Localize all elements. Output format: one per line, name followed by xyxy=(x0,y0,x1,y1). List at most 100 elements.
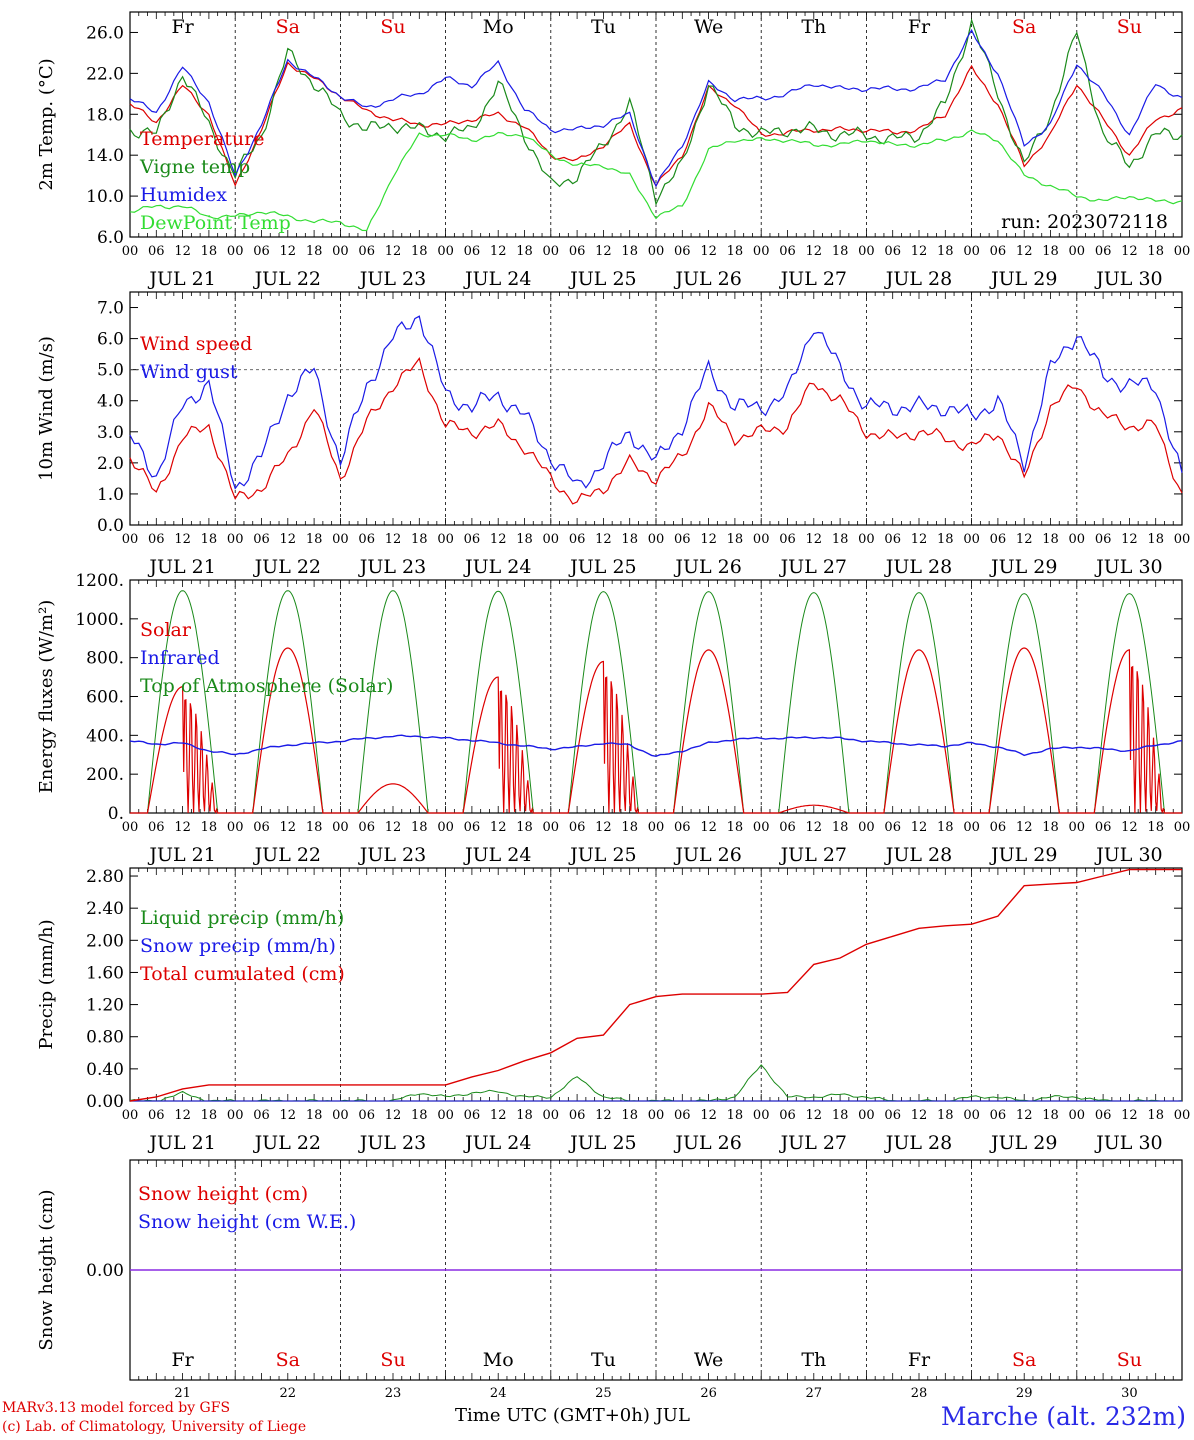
hour-tick-label: 18 xyxy=(937,532,954,547)
lab-credit: (c) Lab. of Climatology, University of L… xyxy=(2,1419,307,1435)
hour-tick-label: 06 xyxy=(569,244,586,259)
weekday-label: Sa xyxy=(1012,16,1036,38)
hour-tick-label: 00 xyxy=(227,244,244,259)
hour-tick-label: 12 xyxy=(385,244,402,259)
hour-tick-label: 12 xyxy=(1016,1108,1033,1123)
hour-tick-label: 06 xyxy=(884,532,901,547)
hour-tick-label: 12 xyxy=(806,244,823,259)
hour-tick-label: 00 xyxy=(122,532,139,547)
hour-tick-label: 00 xyxy=(332,532,349,547)
hour-tick-label: 12 xyxy=(490,532,507,547)
y-tick-label: 600. xyxy=(86,688,124,708)
legend-entry: Top of Atmosphere (Solar) xyxy=(140,675,393,697)
hour-tick-label: 12 xyxy=(280,532,297,547)
date-label: JUL 24 xyxy=(463,844,531,866)
y-tick-label: 2.00 xyxy=(86,931,124,951)
solar-line xyxy=(550,660,656,814)
hour-tick-label: 12 xyxy=(595,820,612,835)
hour-tick-label: 18 xyxy=(937,244,954,259)
hour-tick-label: 18 xyxy=(306,1108,323,1123)
hour-tick-label: 12 xyxy=(1121,244,1138,259)
hour-tick-label: 00 xyxy=(1174,244,1191,259)
y-tick-label: 1.0 xyxy=(97,485,124,505)
date-label: JUL 22 xyxy=(253,556,321,578)
hour-tick-label: 00 xyxy=(543,244,560,259)
toa-solar-line xyxy=(866,592,972,814)
legend-entry: Liquid precip (mm/h) xyxy=(140,907,344,929)
hour-tick-label: 00 xyxy=(753,244,770,259)
weekday-label-bottom: Sa xyxy=(276,1349,300,1371)
day-number: 30 xyxy=(1121,1386,1138,1400)
hour-tick-label: 00 xyxy=(332,1108,349,1123)
weekday-label-bottom: Th xyxy=(801,1349,826,1371)
y-tick-label: 2.40 xyxy=(86,899,124,919)
hour-tick-label: 12 xyxy=(174,1108,191,1123)
hour-tick-label: 06 xyxy=(464,1108,481,1123)
hour-tick-label: 06 xyxy=(779,1108,796,1123)
legend-entry: Humidex xyxy=(140,184,227,206)
date-label: JUL 29 xyxy=(989,1132,1057,1154)
hour-tick-label: 00 xyxy=(963,532,980,547)
y-tick-label: 10.0 xyxy=(86,187,124,207)
total-cumulated-line xyxy=(129,868,1182,1102)
y-tick-label: 0.00 xyxy=(86,1261,124,1281)
hour-tick-label: 00 xyxy=(1069,820,1086,835)
hour-tick-label: 00 xyxy=(437,532,454,547)
hour-tick-label: 00 xyxy=(858,1108,875,1123)
hour-tick-label: 06 xyxy=(148,244,165,259)
hour-tick-label: 18 xyxy=(201,1108,218,1123)
hour-tick-label: 18 xyxy=(621,532,638,547)
hour-tick-label: 00 xyxy=(332,244,349,259)
series-line-2 xyxy=(129,28,1183,188)
hour-tick-label: 06 xyxy=(358,532,375,547)
model-credit: MARv3.13 model forced by GFS xyxy=(2,1400,231,1416)
hour-tick-label: 12 xyxy=(700,820,717,835)
hour-tick-label: 12 xyxy=(1121,1108,1138,1123)
hour-tick-label: 18 xyxy=(516,820,533,835)
hour-tick-label: 00 xyxy=(1069,532,1086,547)
hour-tick-label: 12 xyxy=(911,532,928,547)
hour-tick-label: 06 xyxy=(884,244,901,259)
hour-tick-label: 00 xyxy=(543,1108,560,1123)
y-tick-label: 1.20 xyxy=(86,996,124,1016)
date-label: JUL 28 xyxy=(884,556,952,578)
hour-tick-label: 00 xyxy=(858,244,875,259)
legend-entry: Infrared xyxy=(140,647,220,669)
hour-tick-label: 06 xyxy=(674,1108,691,1123)
hour-tick-label: 12 xyxy=(911,1108,928,1123)
hour-tick-label: 06 xyxy=(990,244,1007,259)
hour-tick-label: 00 xyxy=(648,820,665,835)
hour-tick-label: 18 xyxy=(201,820,218,835)
weekday-label-bottom: Fr xyxy=(171,1349,194,1371)
day-number: 26 xyxy=(700,1386,717,1400)
y-tick-label: 5.0 xyxy=(97,361,124,381)
hour-tick-label: 00 xyxy=(332,820,349,835)
hour-tick-label: 12 xyxy=(911,244,928,259)
hour-tick-label: 12 xyxy=(595,244,612,259)
hour-tick-label: 18 xyxy=(411,244,428,259)
hour-tick-label: 12 xyxy=(280,820,297,835)
solar-line xyxy=(130,686,236,814)
hour-tick-label: 00 xyxy=(227,1108,244,1123)
date-label: JUL 29 xyxy=(989,268,1057,290)
hour-tick-label: 00 xyxy=(648,244,665,259)
hour-tick-label: 18 xyxy=(516,1108,533,1123)
hour-tick-label: 12 xyxy=(700,532,717,547)
hour-tick-label: 12 xyxy=(1121,532,1138,547)
hour-tick-label: 06 xyxy=(674,244,691,259)
y-tick-label: 200. xyxy=(86,765,124,785)
hour-tick-label: 00 xyxy=(227,820,244,835)
hour-tick-label: 18 xyxy=(621,1108,638,1123)
date-label: JUL 27 xyxy=(779,268,847,290)
hour-tick-label: 06 xyxy=(1095,820,1112,835)
date-label: JUL 25 xyxy=(568,268,636,290)
hour-tick-label: 00 xyxy=(122,1108,139,1123)
hour-tick-label: 06 xyxy=(253,532,270,547)
solar-line xyxy=(761,804,867,814)
legend-entry: Total cumulated (cm) xyxy=(140,963,345,985)
hour-tick-label: 06 xyxy=(464,244,481,259)
weekday-label-bottom: We xyxy=(694,1349,723,1371)
legend-entry: Snow height (cm W.E.) xyxy=(138,1211,356,1233)
y-tick-label: 18.0 xyxy=(86,105,124,125)
legend-entry: Wind speed xyxy=(140,333,252,355)
